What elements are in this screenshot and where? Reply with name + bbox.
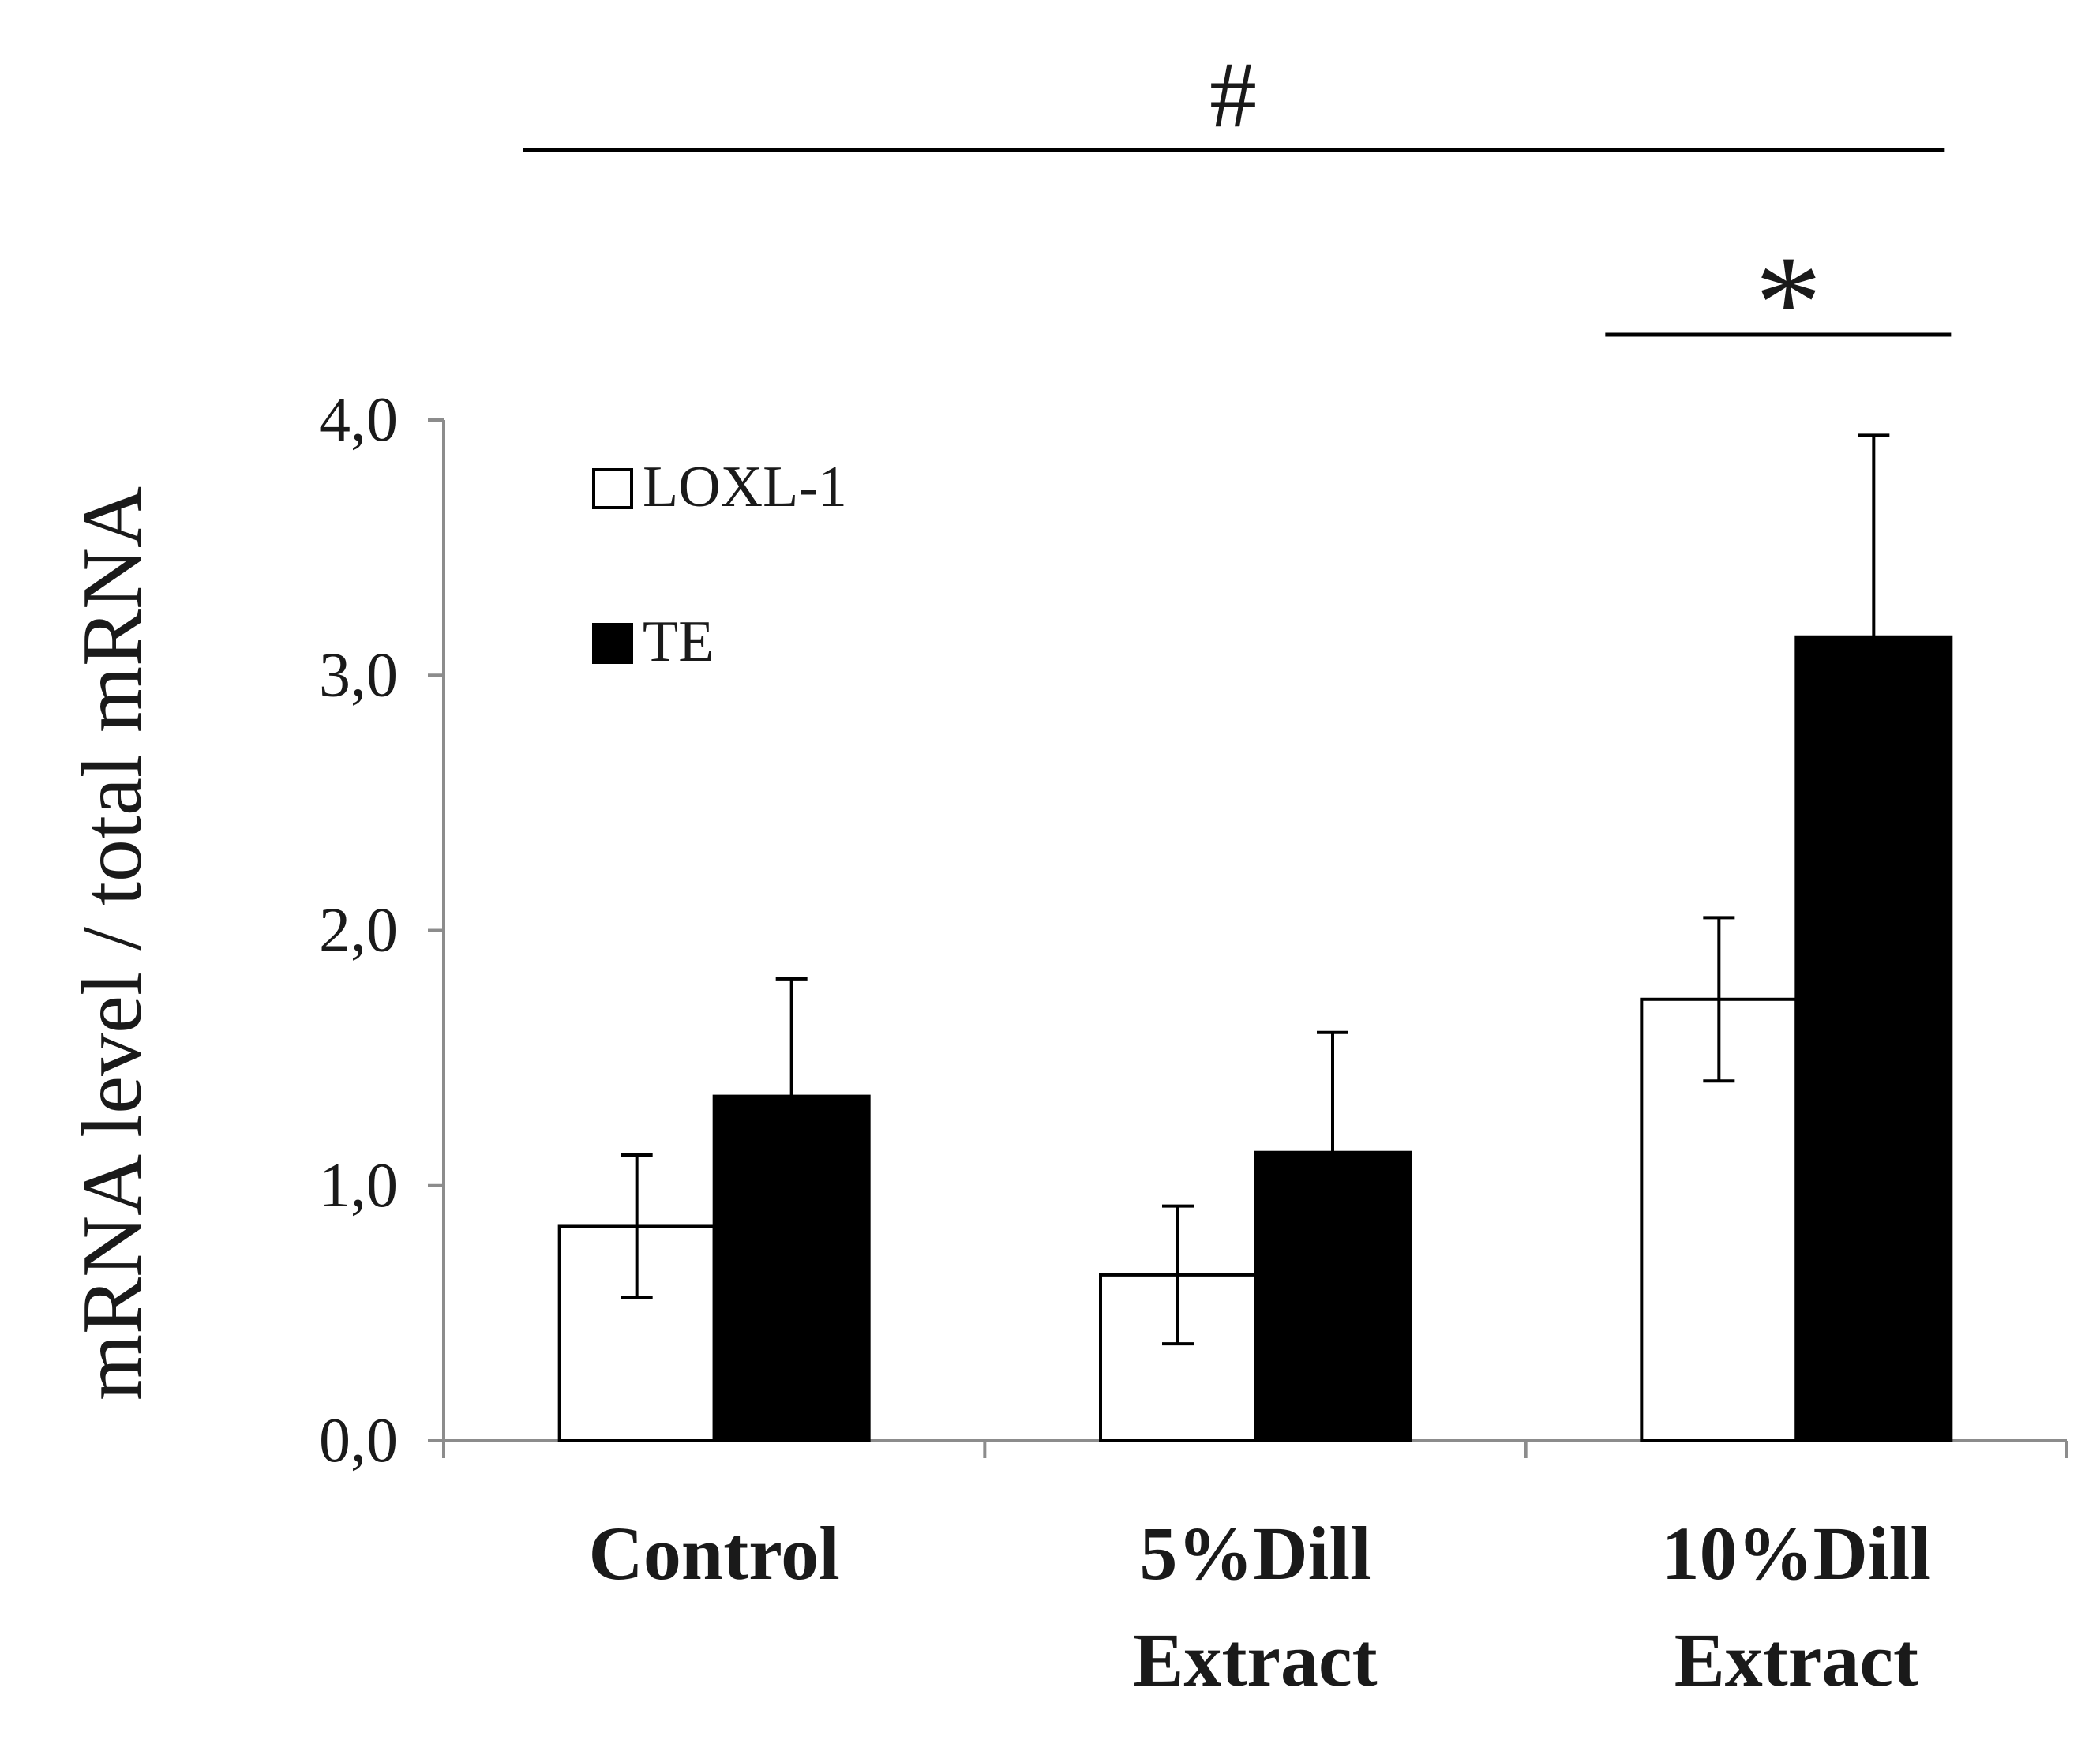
x-tick-label-line1: 5%Dill [1139, 1511, 1371, 1596]
y-tick-label: 1,0 [319, 1151, 398, 1221]
bars [557, 635, 1953, 1443]
legend-label-te: TE [643, 609, 714, 674]
y-tick-label: 3,0 [319, 640, 398, 710]
error-bars [621, 433, 1890, 1346]
y-tick-label: 4,0 [319, 385, 398, 455]
bar-te-1 [1254, 1150, 1412, 1443]
x-tick-label-line1: Control [589, 1511, 840, 1596]
x-tick-label-line1: 10%Dill [1662, 1511, 1931, 1596]
x-tick-labels: Control 5%Dill Extract 10%Dill Extract [589, 1511, 1931, 1702]
legend: LOXL-1 TE [592, 455, 847, 674]
y-tick-labels: 0,0 1,0 2,0 3,0 4,0 [319, 385, 398, 1476]
y-tick-label: 0,0 [319, 1406, 398, 1476]
significance-annotations: # * [523, 42, 1952, 377]
significance-hash-label: # [1209, 42, 1257, 147]
bar-te-2 [1794, 635, 1953, 1442]
legend-swatch-te [592, 623, 633, 664]
legend-label-loxl1: LOXL-1 [643, 455, 847, 519]
x-tick-label-line2: Extract [1674, 1618, 1918, 1702]
legend-swatch-loxl1 [592, 468, 633, 509]
x-tick-label-line2: Extract [1133, 1618, 1377, 1702]
y-tick-label: 2,0 [319, 896, 398, 966]
y-axis-title: mRNA level / total mRNA [66, 486, 159, 1401]
bar-te-0 [712, 1094, 871, 1443]
bar-loxl1-1 [1099, 1273, 1257, 1442]
significance-star-label: * [1755, 228, 1822, 377]
